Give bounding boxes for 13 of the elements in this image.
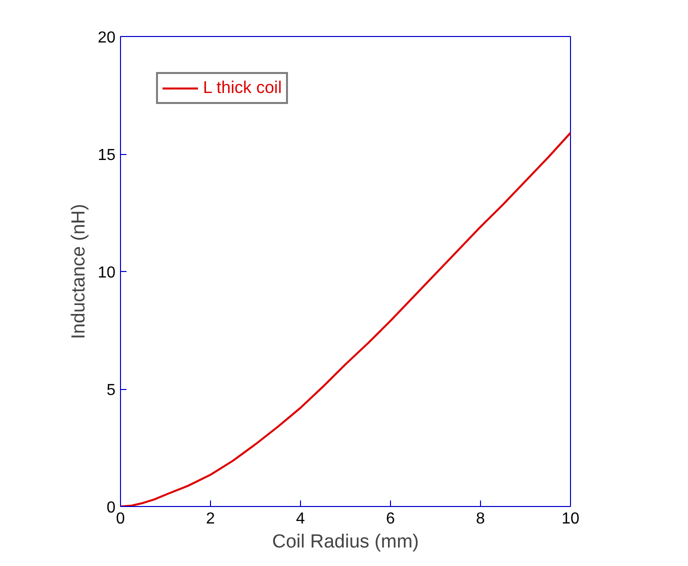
x-tick-label: 8	[476, 510, 486, 528]
x-tick-label: 10	[562, 510, 580, 528]
x-tick-label: 6	[386, 510, 396, 528]
y-tick-label: 5	[106, 382, 116, 399]
y-tick-label: 20	[98, 30, 116, 46]
x-tick-label: 4	[296, 510, 306, 528]
legend-label: L thick coil	[203, 78, 282, 98]
x-axis-title: Coil Radius (mm)	[272, 532, 419, 552]
x-tick-label: 2	[206, 510, 216, 528]
y-axis-title: Inductance (nH)	[68, 204, 90, 340]
y-tick-label: 10	[98, 264, 116, 282]
y-tick-label: 0	[106, 500, 116, 516]
y-tick-label: 15	[98, 147, 116, 164]
